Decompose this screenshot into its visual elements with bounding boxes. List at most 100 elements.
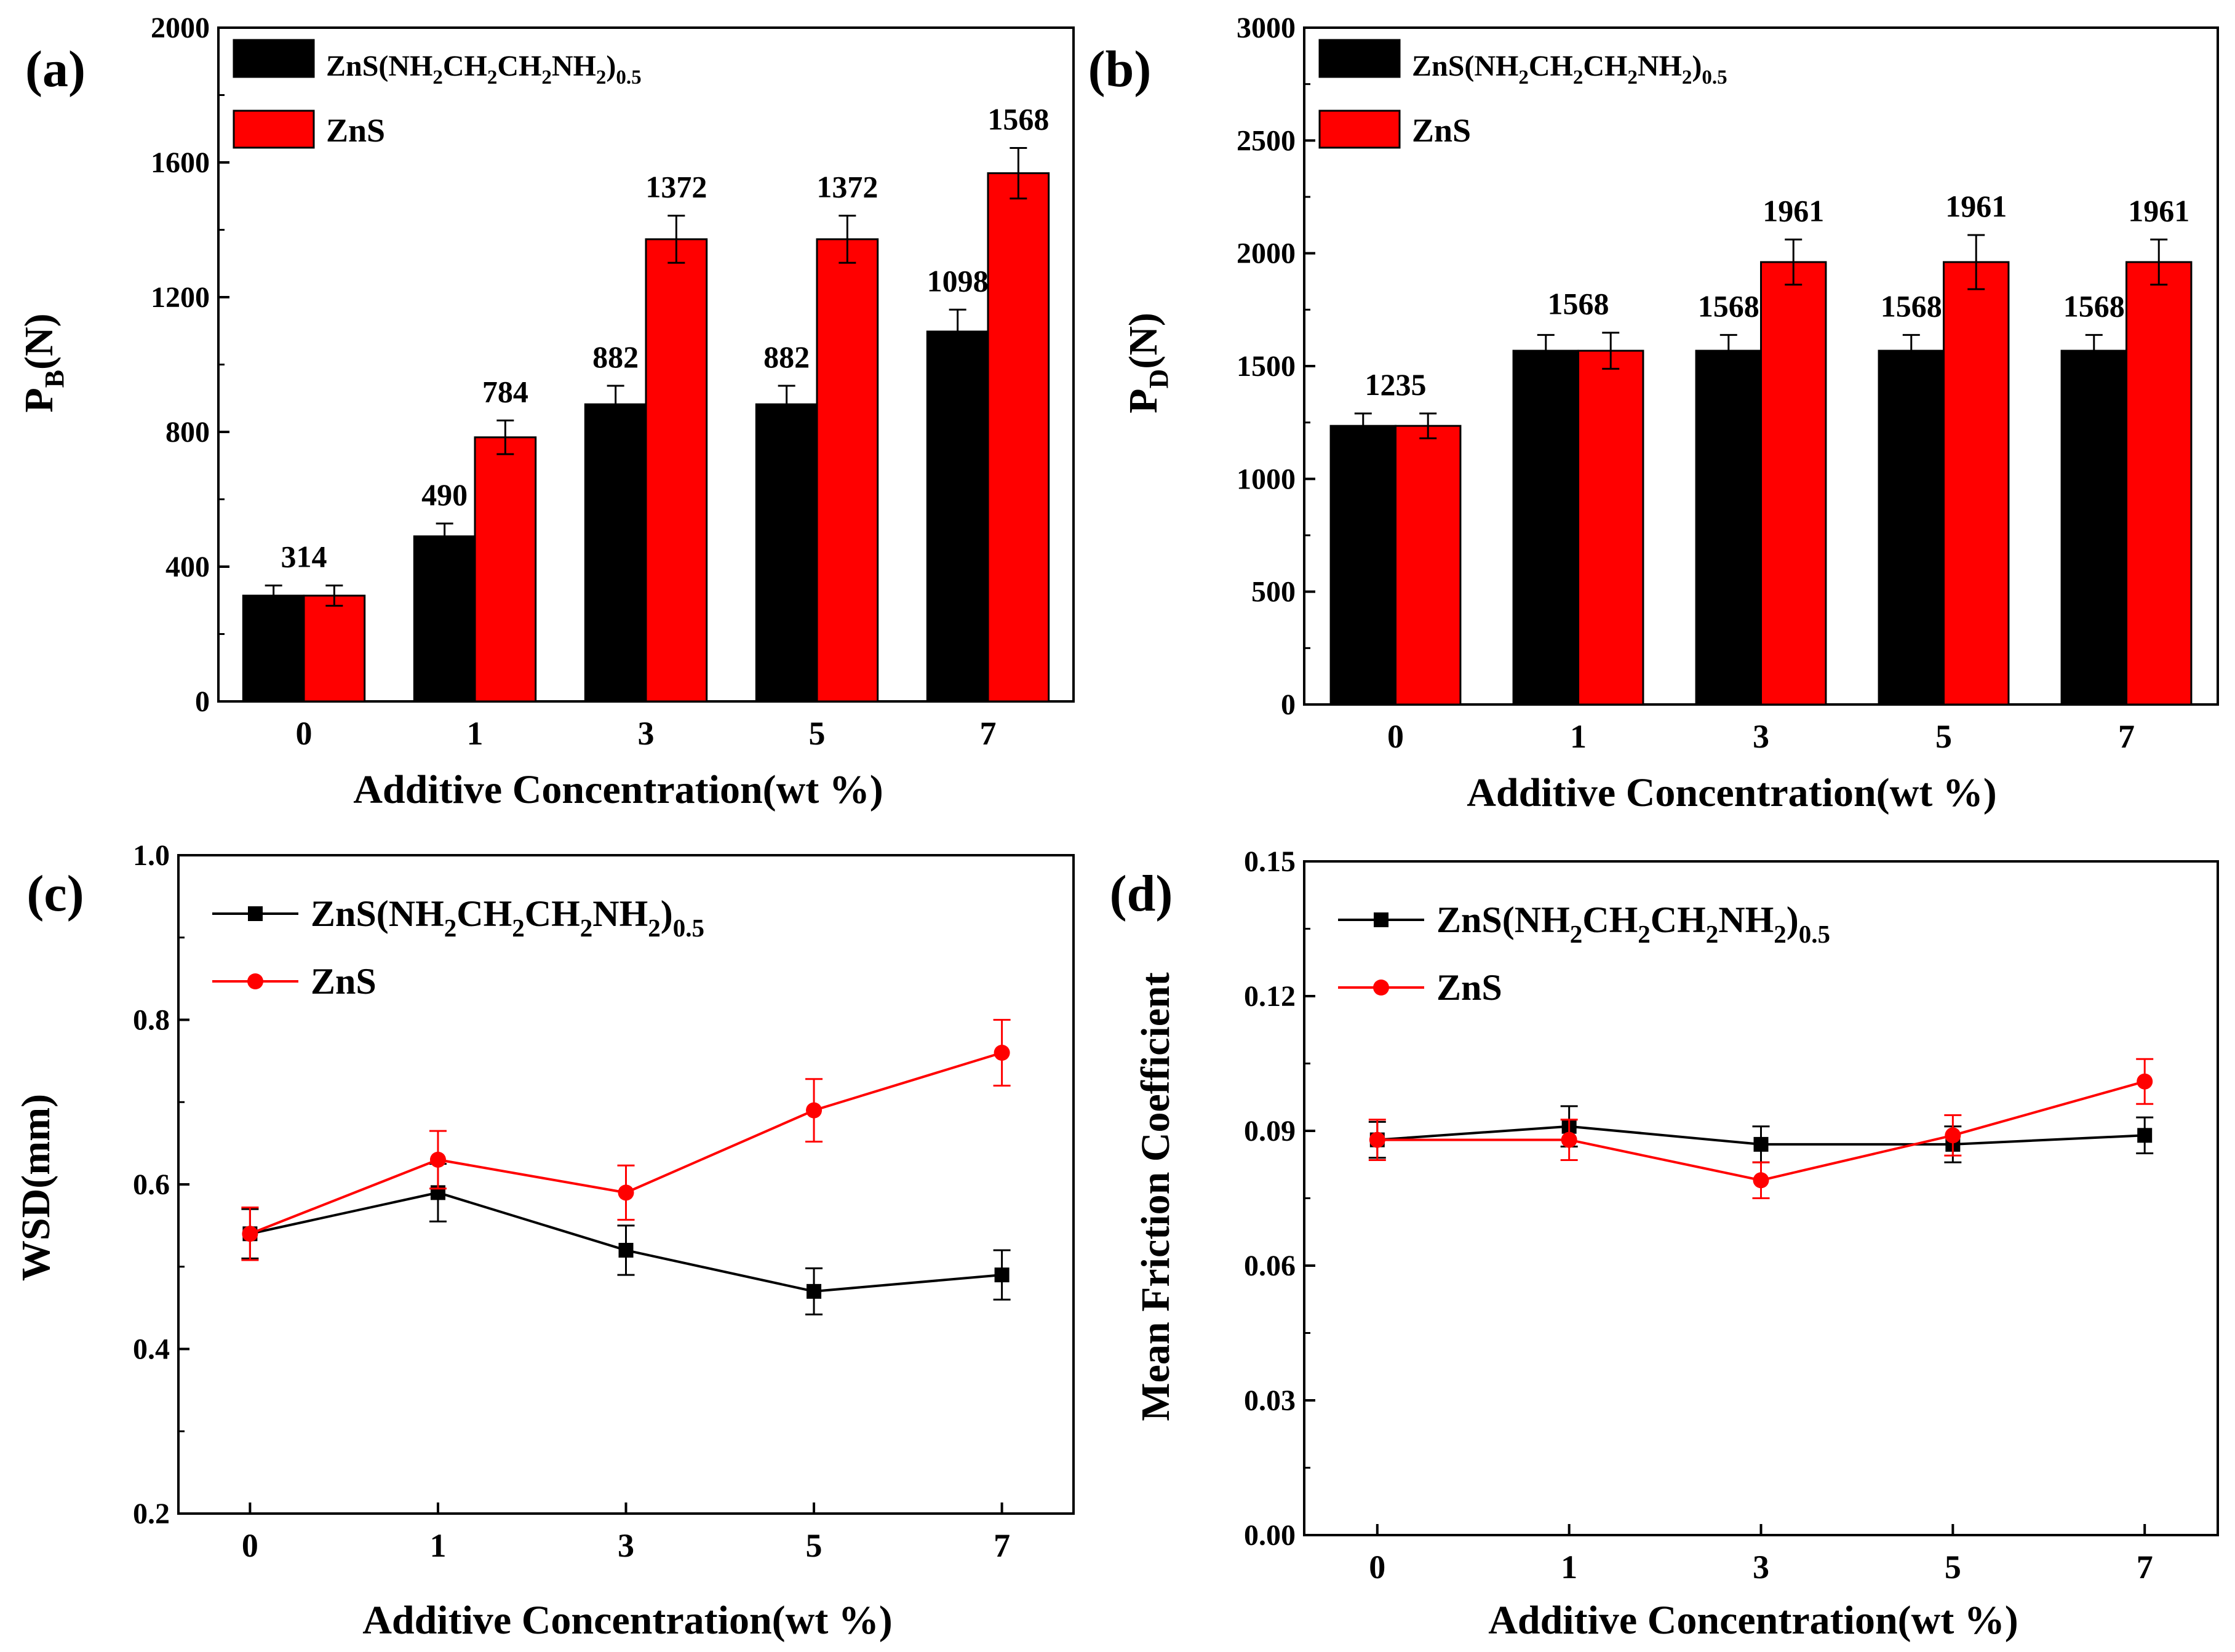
panel-label: (c)	[26, 865, 84, 922]
legend-text-part: 2	[648, 914, 661, 942]
y-tick-label: 500	[1251, 576, 1296, 609]
legend-text-part: )	[661, 893, 673, 934]
x-tick-label: 7	[980, 715, 997, 752]
legend-label-series-2: ZnS	[1412, 112, 1471, 149]
x-tick-label: 5	[806, 1527, 823, 1564]
legend-text-part: CH	[525, 893, 580, 934]
legend-label-series-2: ZnS	[311, 961, 376, 1002]
bar-zns-1	[1577, 349, 1644, 706]
legend-text-part: 0.5	[1799, 920, 1830, 948]
data-point-circle	[806, 1102, 823, 1119]
y-tick-label: 0.2	[133, 1498, 170, 1530]
data-label: 1568	[987, 102, 1049, 136]
legend-text-part: ZnS(NH	[1412, 50, 1518, 82]
legend-swatch-series-1	[233, 39, 315, 78]
x-tick-label: 0	[242, 1527, 258, 1564]
legend-text-part: ZnS(NH	[1436, 900, 1570, 940]
x-tick-label: 0	[296, 715, 313, 752]
data-label: 1568	[1698, 289, 1759, 323]
legend-text-part: 2	[1518, 66, 1529, 89]
y-axis-label-unit: (N)	[17, 313, 62, 370]
legend-text-part: )	[1692, 50, 1702, 82]
legend-label-series-1: ZnS(NH2CH2CH2NH2)0.5	[1436, 900, 1830, 948]
legend-text-part: )	[1787, 900, 1799, 940]
legend-text-part: 2	[1570, 920, 1583, 948]
data-point-circle	[1753, 1172, 1769, 1189]
bar-zns-0	[1395, 425, 1462, 706]
bar-zns-7	[2125, 261, 2193, 706]
y-tick-label: 1.0	[133, 839, 170, 872]
y-tick-label: 0	[195, 685, 210, 718]
bar-complex-0	[1329, 425, 1396, 706]
data-point-circle	[618, 1184, 634, 1201]
x-tick-label: 5	[1935, 718, 1952, 755]
bar-zns-0	[303, 594, 366, 703]
y-tick-label: 1200	[151, 281, 210, 314]
x-tick-label: 1	[467, 715, 484, 752]
legend-label-series-1: ZnS(NH2CH2CH2NH2)0.5	[311, 893, 704, 942]
data-point-square	[618, 1243, 634, 1258]
bar-complex-5	[755, 403, 818, 703]
y-tick-label: 0	[1281, 688, 1296, 721]
x-axis-label: Additive Concentration(wt %)	[362, 1598, 893, 1643]
y-tick-label: 2000	[1237, 237, 1296, 270]
y-tick-label: 400	[165, 551, 210, 583]
data-point-square	[2137, 1128, 2153, 1143]
x-tick-label: 7	[2118, 718, 2135, 755]
data-label: 1235	[1365, 367, 1427, 402]
bar-zns-3	[1760, 261, 1827, 706]
data-label: 1568	[2063, 289, 2125, 323]
bar-complex-3	[584, 403, 647, 703]
legend-text-part: 2	[512, 914, 525, 942]
y-tick-label: 0.4	[133, 1333, 170, 1366]
legend-text-part: 2	[580, 914, 593, 942]
legend-text-part: 2	[1573, 66, 1584, 89]
legend-text-part: CH	[497, 50, 541, 82]
x-axis-label: Additive Concentration(wt %)	[353, 767, 883, 812]
data-point-square	[807, 1283, 822, 1299]
y-tick-label: 1600	[151, 146, 210, 179]
x-axis-label: Additive Concentration(wt %)	[1488, 1598, 2018, 1643]
y-tick-label: 1500	[1237, 350, 1296, 383]
legend-text-part: ZnS(NH	[311, 893, 444, 934]
data-label: 1961	[1763, 193, 1824, 228]
legend-label-series-1: ZnS(NH2CH2CH2NH2)0.5	[326, 50, 642, 89]
y-axis-label-text: WSD(mm)	[14, 1094, 58, 1281]
legend-text-part: CH	[456, 893, 512, 934]
y-tick-label: 800	[165, 416, 210, 449]
legend-text-part: 2	[1682, 66, 1692, 89]
data-label: 1372	[816, 170, 878, 204]
bar-complex-7	[2060, 349, 2127, 706]
legend-text-part: 2	[1627, 66, 1638, 89]
data-label: 1961	[1945, 189, 2007, 223]
chart-panel-c: 0.2 0.4 0.6 0.8 1.0 0 1 3 5 7 (c) Additive Concentr…	[14, 839, 1075, 1643]
y-axis-label-unit: (N)	[1121, 313, 1166, 369]
legend-text-part: NH	[552, 50, 596, 82]
y-axis-label-subscript: B	[39, 370, 70, 388]
y-tick-label: 2500	[1237, 124, 1296, 157]
legend-text-part: )	[606, 50, 616, 82]
y-axis-label-subscript: D	[1144, 369, 1174, 389]
panel-label: (b)	[1088, 41, 1152, 98]
data-point-circle	[1561, 1131, 1577, 1148]
legend-text-part: CH	[1529, 50, 1573, 82]
legend-text-part: 0.5	[673, 914, 704, 942]
data-label: 490	[421, 477, 468, 512]
x-tick-label: 3	[618, 1527, 634, 1564]
chart-panel-d: 0.00 0.03 0.06 0.09 0.12 0.15 0 1 3 5 7 (d) Additive…	[1110, 845, 2219, 1643]
x-tick-label: 3	[1753, 718, 1769, 755]
legend-label-series-2: ZnS	[326, 112, 385, 149]
x-tick-label: 7	[994, 1527, 1010, 1564]
legend-swatch-series-1	[1318, 39, 1401, 78]
legend-text-part: 2	[1638, 920, 1651, 948]
y-tick-label: 0.8	[133, 1004, 170, 1037]
legend-text-part: CH	[1582, 900, 1638, 940]
y-tick-label: 0.6	[133, 1168, 170, 1201]
data-point-circle	[994, 1045, 1010, 1061]
legend-text-part: 2	[1706, 920, 1719, 948]
data-point-circle	[2137, 1073, 2153, 1090]
legend-text-part: CH	[1583, 50, 1627, 82]
data-point-square	[994, 1267, 1010, 1283]
legend-text-part: 0.5	[1702, 66, 1727, 89]
bar-complex-0	[242, 594, 305, 703]
